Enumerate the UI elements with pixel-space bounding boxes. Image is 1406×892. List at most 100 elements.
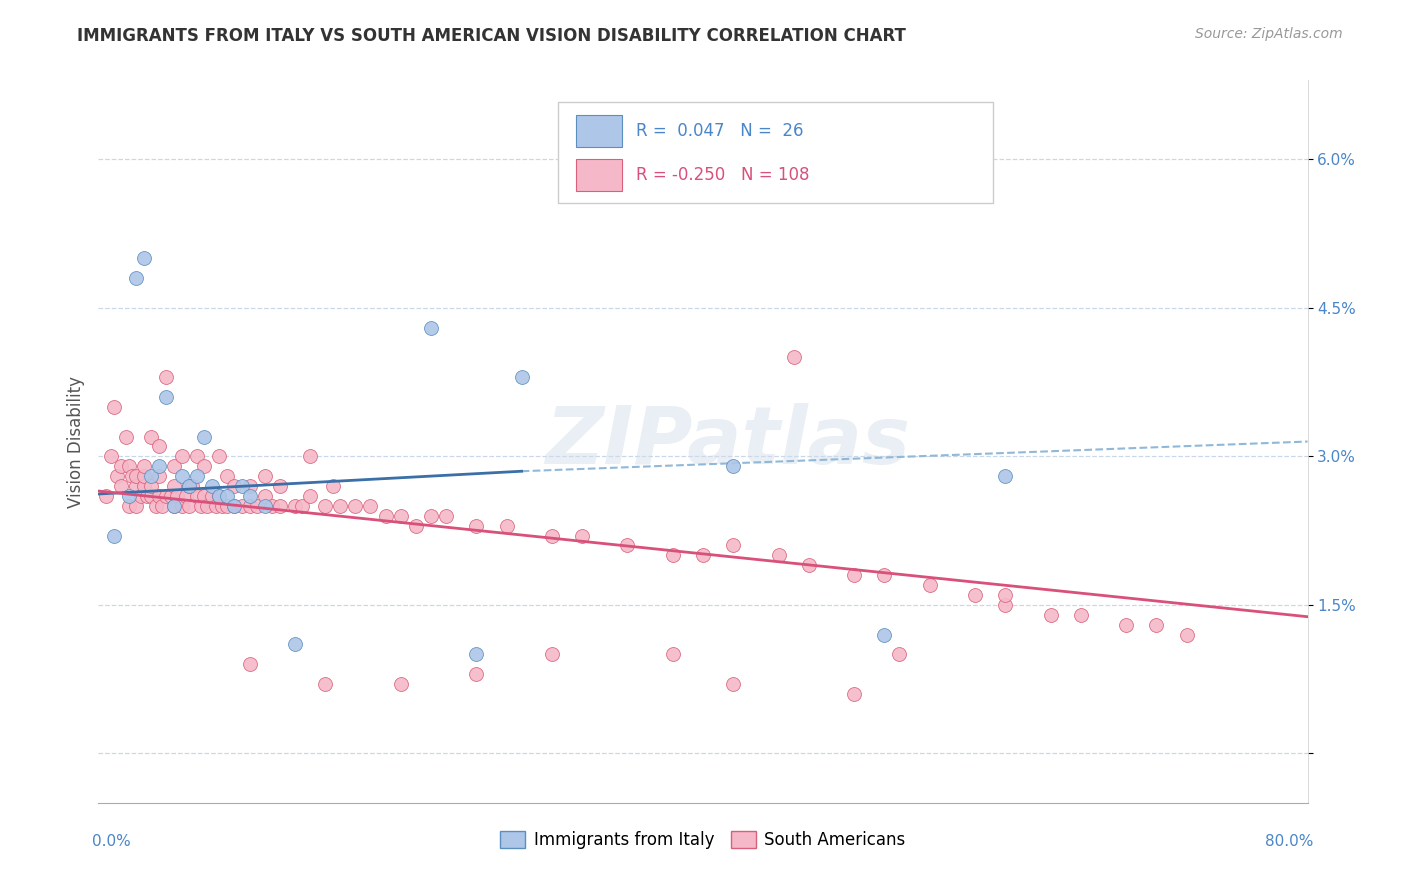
Point: [1175, 627, 1198, 641]
Point: [179, 479, 201, 493]
Point: [253, 499, 276, 513]
Point: [160, 489, 183, 503]
Point: [103, 528, 125, 542]
Point: [186, 489, 208, 503]
Point: [208, 489, 231, 503]
Point: [420, 320, 443, 334]
Point: [723, 677, 745, 691]
Point: [155, 390, 177, 404]
Point: [783, 351, 806, 365]
Point: [314, 499, 336, 513]
Point: [215, 489, 238, 503]
Point: [141, 429, 163, 443]
Point: [186, 450, 208, 464]
Point: [661, 549, 683, 563]
Point: [141, 469, 163, 483]
Point: [110, 479, 132, 493]
Point: [994, 469, 1017, 483]
Point: [873, 568, 896, 582]
Point: [284, 637, 307, 651]
Point: [110, 459, 132, 474]
FancyBboxPatch shape: [558, 102, 993, 203]
Point: [211, 499, 233, 513]
Point: [193, 459, 215, 474]
Point: [125, 469, 148, 483]
Y-axis label: Vision Disability: Vision Disability: [66, 376, 84, 508]
Point: [299, 489, 322, 503]
Point: [129, 489, 152, 503]
Point: [132, 252, 155, 266]
Point: [193, 489, 215, 503]
Point: [231, 499, 253, 513]
Point: [208, 450, 231, 464]
Point: [145, 499, 167, 513]
Point: [118, 459, 141, 474]
Point: [118, 489, 141, 503]
Point: [163, 459, 186, 474]
Point: [797, 558, 820, 573]
Point: [291, 499, 314, 513]
Point: [616, 539, 638, 553]
Point: [692, 549, 714, 563]
Point: [239, 479, 262, 493]
Point: [190, 499, 212, 513]
Point: [844, 568, 866, 582]
Point: [208, 489, 231, 503]
Point: [148, 489, 170, 503]
Point: [231, 479, 253, 493]
Legend: Immigrants from Italy, South Americans: Immigrants from Italy, South Americans: [494, 824, 912, 856]
Point: [873, 627, 896, 641]
Point: [201, 489, 224, 503]
Point: [269, 499, 291, 513]
Point: [918, 578, 941, 592]
Point: [155, 489, 177, 503]
Point: [994, 598, 1017, 612]
Point: [465, 667, 488, 681]
Point: [141, 479, 163, 493]
Point: [186, 469, 208, 483]
Point: [571, 528, 593, 542]
Point: [329, 499, 352, 513]
Point: [1039, 607, 1062, 622]
Point: [465, 518, 488, 533]
Point: [253, 469, 276, 483]
Point: [405, 518, 427, 533]
Point: [239, 489, 262, 503]
Point: [118, 499, 141, 513]
Point: [179, 499, 201, 513]
Point: [121, 469, 143, 483]
Point: [262, 499, 284, 513]
Bar: [576, 115, 621, 147]
Point: [132, 469, 155, 483]
Point: [284, 499, 307, 513]
Point: [723, 459, 745, 474]
Point: [193, 429, 215, 443]
Point: [723, 539, 745, 553]
Point: [374, 508, 396, 523]
Point: [163, 499, 186, 513]
Point: [389, 508, 412, 523]
Point: [434, 508, 457, 523]
Text: R =  0.047   N =  26: R = 0.047 N = 26: [637, 122, 804, 140]
Point: [195, 499, 218, 513]
Point: [360, 499, 382, 513]
Point: [495, 518, 517, 533]
Point: [205, 499, 228, 513]
Point: [239, 499, 262, 513]
Point: [540, 528, 562, 542]
Point: [132, 479, 155, 493]
Point: [314, 677, 336, 691]
Point: [661, 648, 683, 662]
Text: Source: ZipAtlas.com: Source: ZipAtlas.com: [1195, 27, 1343, 41]
Point: [132, 459, 155, 474]
Bar: [576, 159, 621, 191]
Point: [170, 499, 193, 513]
Point: [389, 677, 412, 691]
Point: [141, 489, 163, 503]
Point: [94, 489, 117, 503]
Point: [344, 499, 367, 513]
Point: [201, 479, 224, 493]
Point: [215, 469, 238, 483]
Point: [889, 648, 911, 662]
Point: [125, 271, 148, 285]
